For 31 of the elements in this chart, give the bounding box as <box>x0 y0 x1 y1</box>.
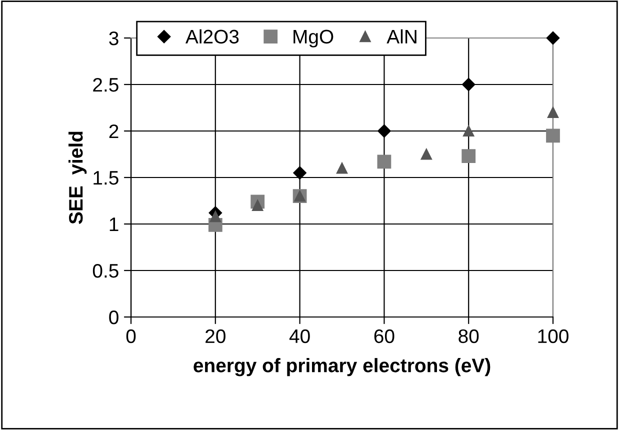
legend-label: Al2O3 <box>185 29 239 44</box>
x-tick-label: 40 <box>289 329 310 344</box>
point <box>462 78 476 92</box>
point <box>546 128 560 143</box>
y-tick-label: 3 <box>109 31 118 46</box>
point <box>378 124 391 138</box>
legend-label: MgO <box>294 30 334 48</box>
point <box>210 211 221 222</box>
point <box>293 166 306 180</box>
point <box>547 106 559 118</box>
legend-label: AlN <box>386 29 416 44</box>
x-tick-label: 0 <box>126 329 136 344</box>
x-tick-label: 100 <box>538 329 568 344</box>
y-axis-title: SEE yield <box>68 132 87 224</box>
y-tick-label: 1 <box>110 218 118 232</box>
x-tick-label: 80 <box>458 329 479 344</box>
x-axis-title: energy of primary electrons (eV) <box>194 358 490 376</box>
y-tick-label: 2 <box>109 124 118 138</box>
point <box>252 200 264 211</box>
y-tick-label: 2.5 <box>93 78 118 92</box>
y-tick-label: 0 <box>109 310 118 324</box>
point <box>377 154 392 169</box>
point <box>336 162 348 174</box>
y-tick-label: 0.5 <box>92 264 118 278</box>
x-tick-label: 60 <box>374 329 394 344</box>
point <box>420 148 432 160</box>
y-tick-label: 1.5 <box>94 171 118 185</box>
x-tick-label: 20 <box>206 329 226 344</box>
point <box>462 149 476 164</box>
point <box>546 31 560 45</box>
point <box>463 125 474 137</box>
